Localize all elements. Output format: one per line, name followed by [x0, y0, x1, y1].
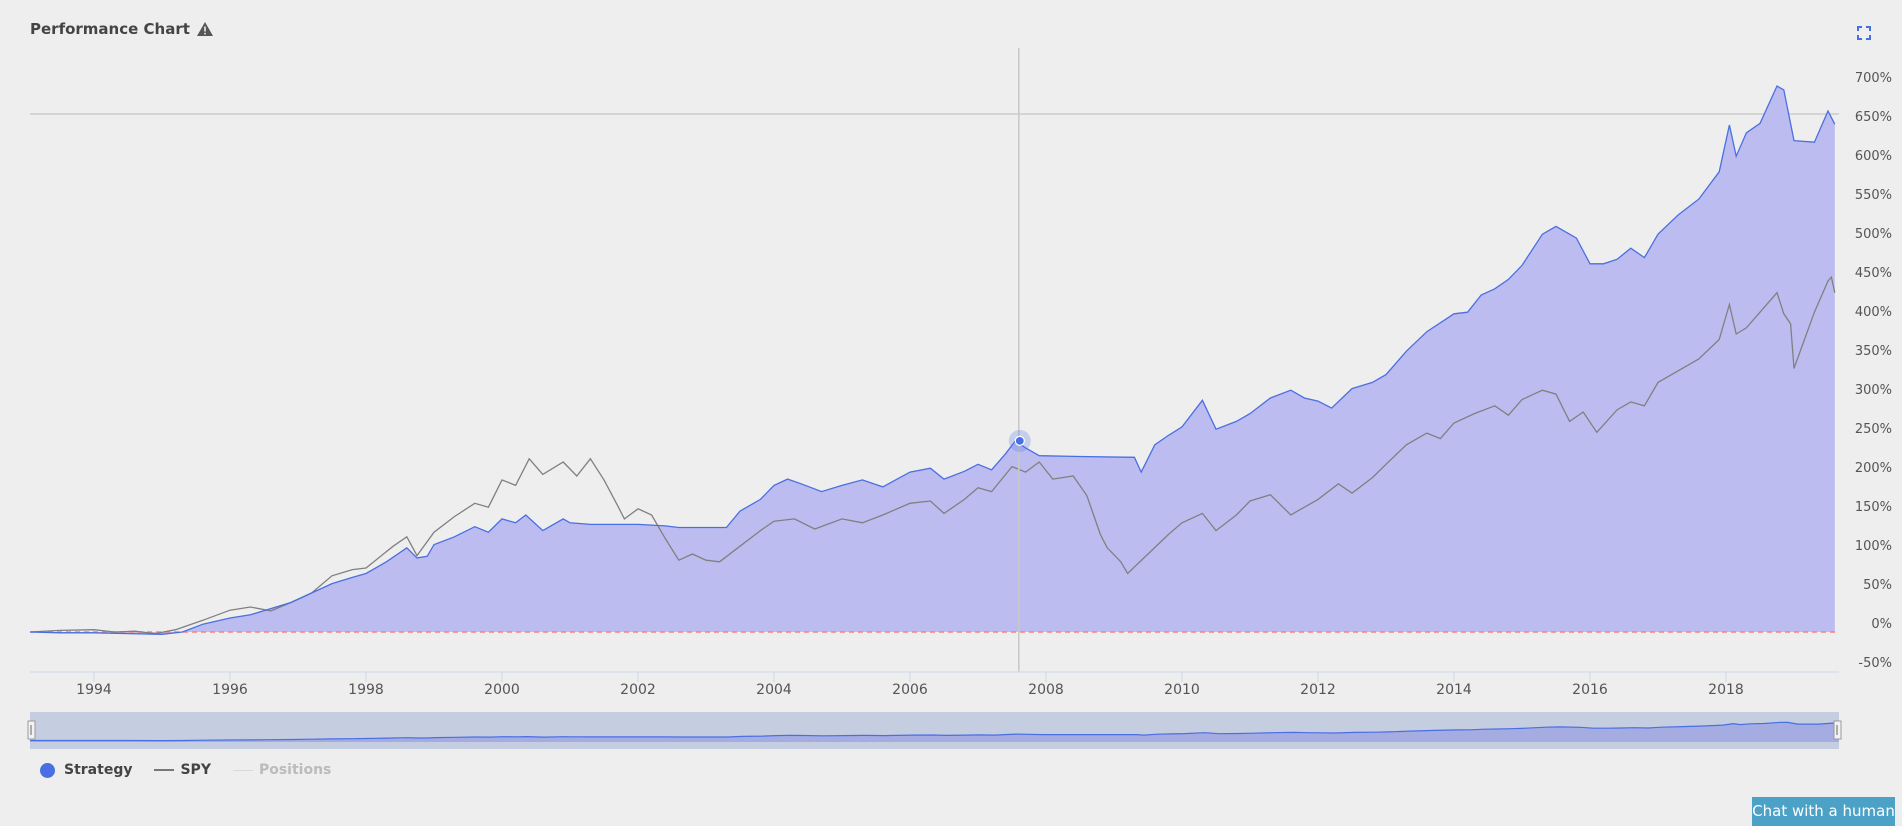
- y-tick-label: 150%: [1854, 500, 1892, 515]
- performance-chart[interactable]: [0, 0, 1902, 760]
- x-tick-label: 2000: [484, 682, 520, 698]
- y-tick-label: -50%: [1858, 656, 1892, 671]
- y-tick-label: 250%: [1854, 422, 1892, 437]
- y-tick-label: 500%: [1854, 227, 1892, 242]
- positions-line-icon: [232, 769, 253, 771]
- spy-line: [30, 275, 1836, 635]
- x-tick-label: 2018: [1708, 682, 1744, 698]
- x-tick-label: 2006: [892, 682, 928, 698]
- spy-line-icon: [154, 769, 175, 771]
- x-tick-label: 2004: [756, 682, 792, 698]
- fullscreen-icon[interactable]: [1857, 26, 1871, 40]
- y-tick-label: 200%: [1854, 461, 1892, 476]
- y-tick-label: 600%: [1854, 149, 1892, 164]
- warning-triangle-icon[interactable]: [196, 21, 214, 37]
- chart-title: Performance Chart: [30, 20, 214, 38]
- strategy-area: [30, 86, 1835, 635]
- legend-item-positions[interactable]: Positions: [232, 762, 332, 778]
- x-tick-label: 1994: [76, 682, 112, 698]
- y-tick-label: 550%: [1854, 188, 1892, 203]
- x-tick-label: 2008: [1028, 682, 1064, 698]
- legend: Strategy SPY Positions: [40, 762, 353, 778]
- y-tick-label: 50%: [1863, 578, 1892, 593]
- chat-with-human-button[interactable]: Chat with a human: [1752, 797, 1895, 826]
- x-tick-label: 2016: [1572, 682, 1608, 698]
- y-tick-label: 400%: [1854, 305, 1892, 320]
- y-tick-label: 650%: [1854, 110, 1892, 125]
- navigator-series-line: [30, 721, 1840, 742]
- chart-title-text: Performance Chart: [30, 20, 190, 38]
- x-tick-label: 2010: [1164, 682, 1200, 698]
- legend-item-strategy[interactable]: Strategy: [40, 762, 132, 778]
- x-tick-label: 1998: [348, 682, 384, 698]
- y-tick-label: 0%: [1871, 617, 1892, 632]
- legend-label-positions: Positions: [258, 762, 332, 778]
- y-tick-label: 450%: [1854, 266, 1892, 281]
- x-tick-label: 1996: [212, 682, 248, 698]
- x-tick-label: 2014: [1436, 682, 1472, 698]
- y-tick-label: 700%: [1854, 71, 1892, 86]
- y-tick-label: 350%: [1854, 344, 1892, 359]
- y-tick-label: 100%: [1854, 539, 1892, 554]
- y-tick-label: 300%: [1854, 383, 1892, 398]
- strategy-dot-icon: [40, 762, 55, 778]
- hover-marker: [1014, 435, 1025, 446]
- legend-item-spy[interactable]: SPY: [154, 762, 211, 778]
- x-tick-label: 2012: [1300, 682, 1336, 698]
- x-tick-label: 2002: [620, 682, 656, 698]
- legend-label-spy: SPY: [180, 762, 211, 778]
- legend-label-strategy: Strategy: [64, 762, 133, 778]
